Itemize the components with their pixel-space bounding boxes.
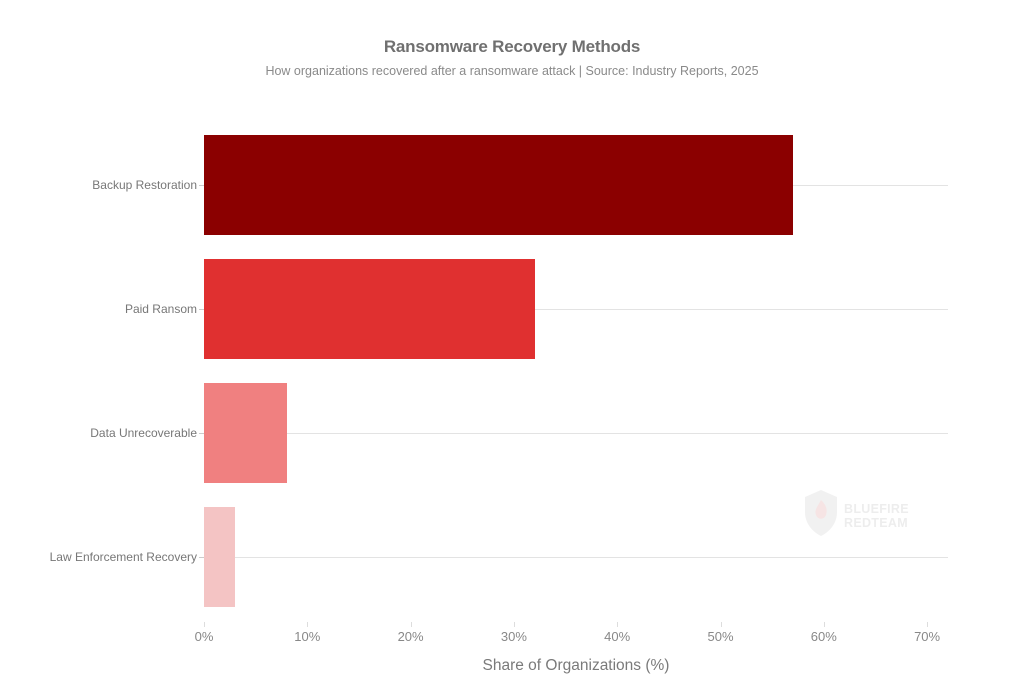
x-tick-label: 50% <box>707 629 734 644</box>
chart-subtitle: How organizations recovered after a rans… <box>265 64 759 78</box>
category-label: Law Enforcement Recovery <box>49 550 197 564</box>
bar-paid-ransom <box>204 259 535 359</box>
shield-icon <box>805 490 837 536</box>
x-tick-label: 70% <box>914 629 941 644</box>
x-tick-label: 40% <box>604 629 631 644</box>
x-tick <box>307 622 309 627</box>
watermark-line2: REDTEAM <box>844 516 908 530</box>
x-axis-title: Share of Organizations (%) <box>482 657 670 674</box>
x-tick <box>927 622 929 627</box>
category-tick <box>199 557 204 558</box>
x-tick-label: 20% <box>397 629 424 644</box>
x-tick <box>720 622 722 627</box>
x-tick <box>204 622 205 627</box>
gridline <box>204 309 948 310</box>
x-tick-label: 0% <box>194 629 214 644</box>
x-tick-label: 10% <box>294 629 321 644</box>
category-label: Data Unrecoverable <box>90 426 197 440</box>
bar-data-unrecoverable <box>204 383 287 483</box>
x-tick-label: 30% <box>500 629 527 644</box>
x-tick <box>823 622 825 627</box>
gridline <box>204 557 948 558</box>
category-label: Paid Ransom <box>124 302 197 316</box>
bar-law-enforcement-recovery <box>204 507 235 607</box>
watermark-line1: BLUEFIRE <box>844 502 909 516</box>
x-tick <box>410 622 412 627</box>
gridline <box>204 433 948 434</box>
x-tick-label: 60% <box>810 629 837 644</box>
category-tick <box>199 185 204 186</box>
chart-title: Ransomware Recovery Methods <box>383 37 641 56</box>
x-tick <box>617 622 619 627</box>
watermark-logo: BLUEFIRE REDTEAM <box>802 488 922 538</box>
category-tick <box>199 433 204 434</box>
category-tick <box>199 309 204 310</box>
bar-backup-restoration <box>204 135 793 235</box>
x-tick <box>513 622 515 627</box>
category-label: Backup Restoration <box>92 178 197 192</box>
plot-area <box>204 110 948 620</box>
